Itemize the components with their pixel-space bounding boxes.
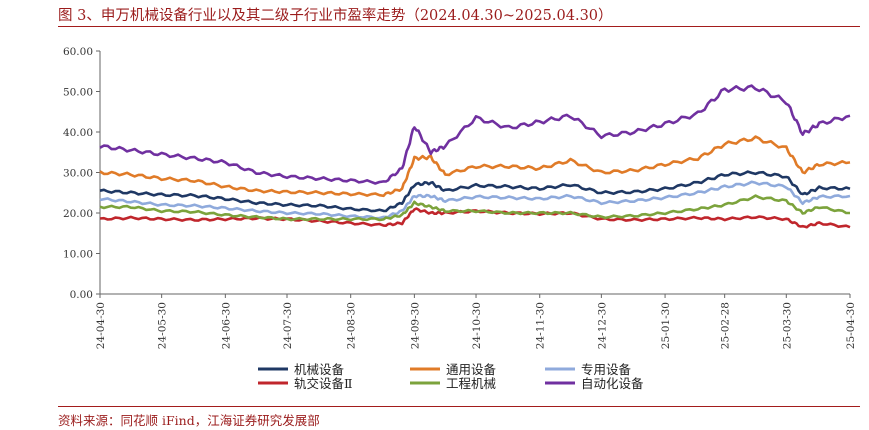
y-tick-label: 10.00: [63, 249, 93, 261]
x-tick-label: 24-10-30: [471, 302, 483, 349]
x-tick-label: 24-11-30: [535, 302, 547, 349]
x-tick-label: 25-04-30: [845, 302, 857, 349]
y-tick-label: 0.00: [70, 289, 93, 301]
top-rule: [58, 26, 860, 27]
series-line-5: [99, 84, 851, 185]
legend-label-2: 专用设备: [581, 362, 632, 377]
legend-label-0: 机械设备: [294, 362, 345, 377]
legend-label-5: 自动化设备: [581, 376, 644, 391]
series-line-0: [99, 170, 851, 213]
y-tick-label: 60.00: [63, 46, 93, 58]
y-axis-ticks: 0.00 10.00 20.00 30.00 40.00 50.00 60.00: [63, 46, 100, 301]
figure-title: 图 3、申万机械设备行业以及其二级子行业市盈率走势（2024.04.30~202…: [58, 8, 613, 24]
y-tick-label: 20.00: [63, 208, 93, 220]
bottom-rule: [58, 406, 860, 407]
y-tick-label: 50.00: [63, 87, 93, 99]
y-tick-label: 40.00: [63, 127, 93, 139]
x-tick-label: 24-04-30: [95, 302, 107, 349]
x-tick-label: 24-05-30: [157, 302, 169, 349]
x-tick-label: 25-02-28: [720, 302, 732, 349]
x-tick-label: 24-12-30: [596, 302, 608, 349]
x-tick-label: 24-08-30: [346, 302, 358, 349]
series-lines: [99, 84, 851, 229]
legend-label-1: 通用设备: [446, 362, 497, 377]
x-axis-ticks: 24-04-30 24-05-30 24-06-30 24-07-30 24-08-30…: [95, 294, 857, 349]
legend-label-3: 轨交设备Ⅱ: [294, 376, 353, 391]
x-tick-label: 24-06-30: [220, 302, 232, 349]
x-tick-label: 24-07-30: [282, 302, 294, 349]
legend-label-4: 工程机械: [446, 376, 497, 391]
series-line-4: [99, 194, 850, 222]
x-tick-label: 25-01-30: [660, 302, 672, 349]
series-line-2: [99, 180, 851, 220]
y-tick-label: 30.00: [63, 168, 93, 180]
x-tick-label: 25-03-30: [781, 302, 793, 349]
series-line-1: [99, 135, 851, 198]
source-note: 资料来源：同花顺 iFind，江海证券研究发展部: [58, 413, 320, 428]
x-tick-label: 24-09-30: [409, 302, 421, 349]
